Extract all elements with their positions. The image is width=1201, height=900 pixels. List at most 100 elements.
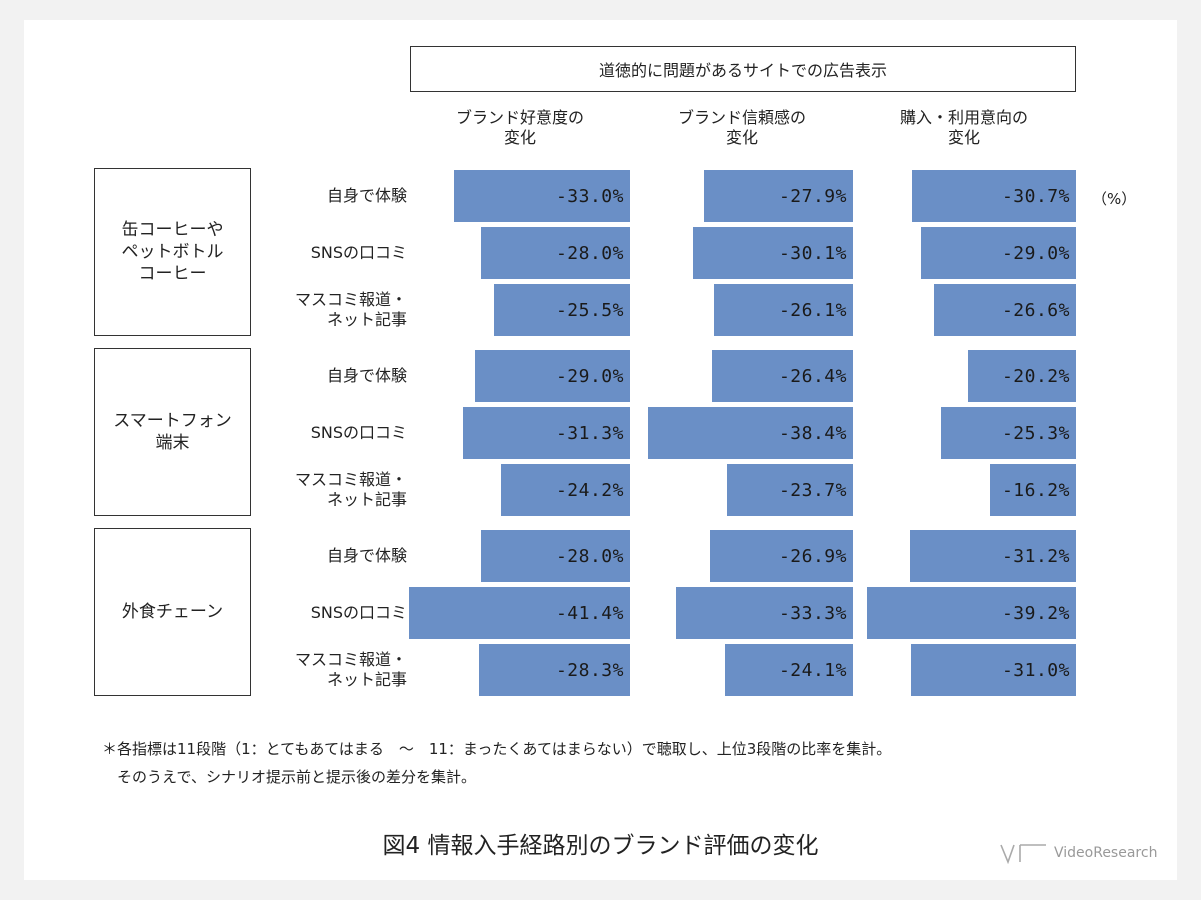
group-label-text: スマートフォン 端末 [113, 410, 232, 454]
bar: -31.0% [910, 644, 1076, 696]
column-header-line: 購入・利用意向の [899, 108, 1028, 127]
bar-value-label: -29.0% [555, 365, 624, 387]
row-label: マスコミ報道・ ネット記事 [227, 644, 407, 696]
bar: -23.7% [726, 464, 853, 516]
row-label-text: 自身で体験 [327, 546, 407, 566]
row-label-line: マスコミ報道・ [294, 290, 407, 309]
unit-label: （%） [1092, 190, 1137, 208]
bar: -20.2% [968, 350, 1076, 402]
bar-value-label: -24.1% [778, 659, 847, 681]
row-label: 自身で体験 [227, 530, 407, 582]
bar-value-label: -26.6% [1001, 299, 1070, 321]
row-label: 自身で体験 [227, 170, 407, 222]
bar-value-label: -30.1% [778, 242, 847, 264]
bar-value-label: -33.0% [555, 185, 624, 207]
column-header: ブランド信頼感の 変化 [632, 108, 852, 148]
bar-value-label: -24.2% [555, 479, 624, 501]
row-label-text: マスコミ報道・ ネット記事 [295, 470, 407, 510]
group-label-line: コーヒー [138, 264, 207, 284]
group-label: 缶コーヒーや ペットボトル コーヒー [94, 168, 251, 336]
group-label-line: 缶コーヒーや [121, 220, 224, 240]
bar-value-label: -25.3% [1001, 422, 1070, 444]
bar-value-label: -30.7% [1001, 185, 1070, 207]
bar-value-label: -33.3% [778, 602, 847, 624]
logo-text: VideoResearch [1054, 845, 1158, 861]
bar: -30.1% [692, 227, 853, 279]
bar-value-label: -28.0% [555, 242, 624, 264]
row-label: マスコミ報道・ ネット記事 [227, 464, 407, 516]
group-label-line: ペットボトル [121, 242, 224, 262]
row-label-text: SNSの口コミ [311, 603, 407, 623]
row-label-line: ネット記事 [326, 490, 407, 509]
bar: -33.3% [675, 587, 853, 639]
bar: -27.9% [704, 170, 853, 222]
bar-value-label: -20.2% [1001, 365, 1070, 387]
note-line-1: ＊各指標は11段階（1：とてもあてはまる ～ 11：まったくあてはまらない）で聴… [102, 740, 892, 758]
bar: -29.0% [475, 350, 630, 402]
row-label-line: ネット記事 [326, 670, 407, 689]
bar: -29.0% [921, 227, 1076, 279]
bar-value-label: -31.0% [1001, 659, 1070, 681]
bar-value-label: -31.2% [1001, 545, 1070, 567]
row-label-text: 自身で体験 [327, 366, 407, 386]
bar: -26.4% [712, 350, 853, 402]
column-header-line: ブランド好意度の [455, 108, 584, 127]
bar: -31.2% [909, 530, 1076, 582]
bar: -31.3% [463, 407, 630, 459]
bar-value-label: -39.2% [1001, 602, 1070, 624]
bar: -16.2% [989, 464, 1076, 516]
bar-value-label: -28.3% [555, 659, 624, 681]
row-label-line: マスコミ報道・ [294, 470, 407, 489]
bar-value-label: -26.9% [778, 545, 847, 567]
row-label-text: マスコミ報道・ ネット記事 [295, 650, 407, 690]
column-header-line: 変化 [947, 128, 980, 147]
group-label-line: スマートフォン [113, 411, 232, 431]
bar: -25.5% [494, 284, 630, 336]
row-label-text: SNSの口コミ [311, 423, 407, 443]
bar: -24.2% [501, 464, 630, 516]
group-label: 外食チェーン [94, 528, 251, 696]
row-label-line: SNSの口コミ [310, 423, 407, 442]
row-label: SNSの口コミ [227, 227, 407, 279]
bar: -26.6% [934, 284, 1076, 336]
bar: -28.0% [480, 530, 630, 582]
bar: -28.0% [480, 227, 630, 279]
bar: -38.4% [648, 407, 853, 459]
row-label-text: 自身で体験 [327, 186, 407, 206]
header-box: 道徳的に問題があるサイトでの広告表示 [410, 46, 1076, 92]
row-label-line: SNSの口コミ [310, 603, 407, 622]
bar: -25.3% [941, 407, 1076, 459]
figure-caption: 図4 情報入手経路別のブランド評価の変化 [382, 833, 819, 859]
column-header: 購入・利用意向の 変化 [854, 108, 1074, 148]
group-label-line: 外食チェーン [121, 602, 224, 622]
row-label: マスコミ報道・ ネット記事 [227, 284, 407, 336]
bar-value-label: -16.2% [1001, 479, 1070, 501]
row-label-line: 自身で体験 [326, 546, 407, 565]
row-label-line: 自身で体験 [326, 186, 407, 205]
bar-value-label: -41.4% [555, 602, 624, 624]
bar-value-label: -38.4% [778, 422, 847, 444]
group-label-line: 端末 [155, 433, 190, 453]
bar: -41.4% [409, 587, 630, 639]
column-header-line: ブランド信頼感の [677, 108, 806, 127]
group-label-text: 缶コーヒーや ペットボトル コーヒー [122, 219, 224, 285]
row-label: 自身で体験 [227, 350, 407, 402]
column-header-line: 変化 [503, 128, 536, 147]
row-label-line: 自身で体験 [326, 366, 407, 385]
row-label: SNSの口コミ [227, 407, 407, 459]
bar: -26.1% [713, 284, 853, 336]
note-line-2: そのうえで、シナリオ提示前と提示後の差分を集計。 [102, 768, 476, 786]
logo-mark-icon [1000, 844, 1046, 864]
row-label-text: マスコミ報道・ ネット記事 [295, 290, 407, 330]
chart-frame: 道徳的に問題があるサイトでの広告表示 ブランド好意度の 変化 ブランド信頼感の 変化購… [24, 20, 1177, 880]
column-header-line: 変化 [725, 128, 758, 147]
group-label-text: 外食チェーン [122, 601, 223, 623]
row-label: SNSの口コミ [227, 587, 407, 639]
group-label: スマートフォン 端末 [94, 348, 251, 516]
bar-value-label: -29.0% [1001, 242, 1070, 264]
bar: -30.7% [912, 170, 1076, 222]
bar: -26.9% [709, 530, 853, 582]
bar: -24.1% [724, 644, 853, 696]
bar-value-label: -25.5% [555, 299, 624, 321]
bar-value-label: -27.9% [778, 185, 847, 207]
